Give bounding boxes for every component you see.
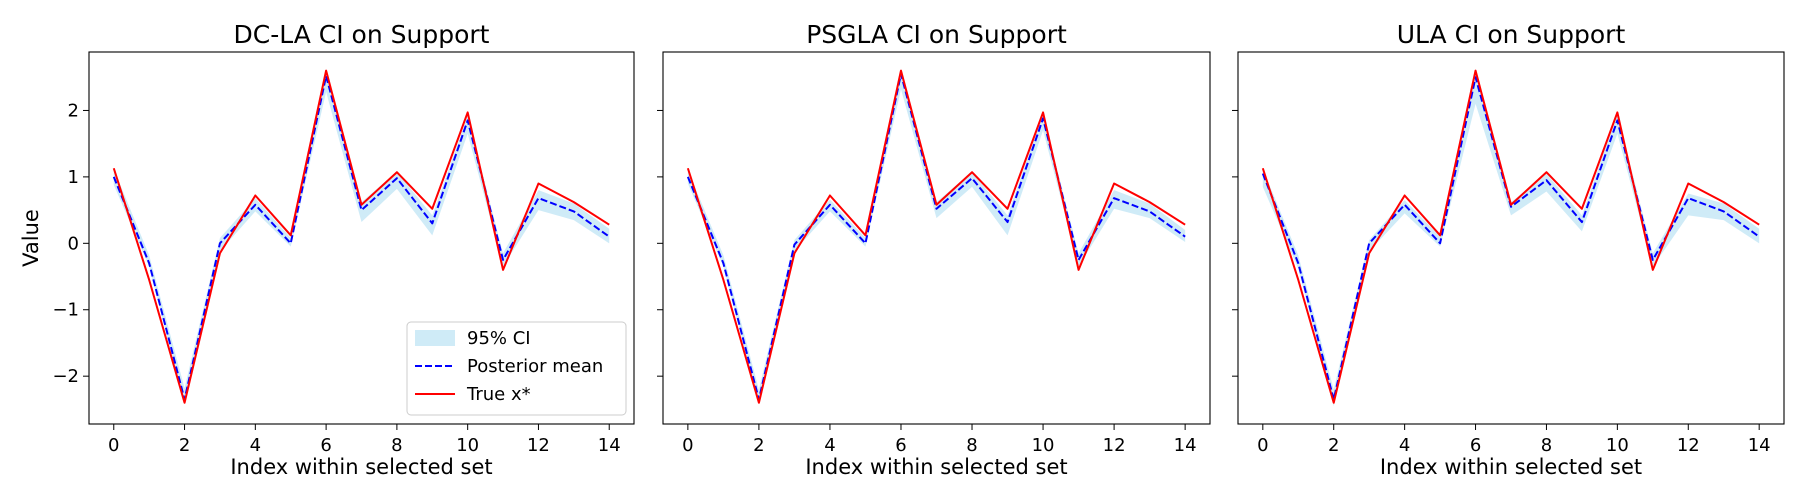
x-tick-label: 10 xyxy=(456,435,479,456)
x-tick-label: 4 xyxy=(824,435,835,456)
ci-band xyxy=(1262,71,1760,407)
axes-frame xyxy=(88,51,635,425)
chart-panel-2: 0 2 4 6 8 10 12 14 PSGLA CI on Support Index with… xyxy=(657,20,1211,479)
legend: 95% CI Posterior mean True x* xyxy=(406,321,627,416)
x-tick-label: 2 xyxy=(179,435,190,456)
chart-title: DC-LA CI on Support xyxy=(234,20,490,49)
legend-label: Posterior mean xyxy=(467,356,603,377)
x-tick-label: 2 xyxy=(753,435,764,456)
chart-panel-3: 0 2 4 6 8 10 12 14 ULA CI on Support Index within… xyxy=(1232,20,1785,479)
x-tick-label: 6 xyxy=(1470,435,1481,456)
chart-title: ULA CI on Support xyxy=(1397,20,1626,49)
x-axis-label: Index within selected set xyxy=(230,455,492,479)
x-tick-label: 8 xyxy=(1541,435,1552,456)
x-tick-label: 10 xyxy=(1032,435,1055,456)
y-tick-label: 0 xyxy=(68,233,79,254)
x-axis-label: Index within selected set xyxy=(1380,455,1642,479)
posterior-mean-line xyxy=(112,74,610,401)
true-x-line xyxy=(1261,69,1760,404)
x-tick-label: 0 xyxy=(682,435,693,456)
axes-frame xyxy=(662,51,1211,425)
legend-box xyxy=(406,321,627,416)
x-tick-label: 8 xyxy=(391,435,402,456)
x-tick-label: 12 xyxy=(527,435,550,456)
x-tick-label: 0 xyxy=(108,435,119,456)
x-tick-label: 4 xyxy=(250,435,261,456)
chart-title: PSGLA CI on Support xyxy=(806,20,1067,49)
y-tick-label: 1 xyxy=(68,167,79,188)
x-tick-label: 10 xyxy=(1606,435,1629,456)
posterior-mean-line xyxy=(686,72,1186,401)
x-tick-label: 6 xyxy=(320,435,331,456)
legend-label: True x* xyxy=(466,384,531,405)
x-tick-label: 14 xyxy=(598,435,621,456)
legend-ci-swatch xyxy=(415,330,455,346)
y-tick-label: −2 xyxy=(52,366,79,387)
y-tick-label: −1 xyxy=(52,300,79,321)
ci-band xyxy=(687,70,1186,405)
y-tick-label: 2 xyxy=(68,100,79,121)
plot-area xyxy=(1261,69,1760,407)
x-tick-label: 6 xyxy=(895,435,906,456)
true-x-line xyxy=(686,69,1186,404)
x-tick-label: 12 xyxy=(1677,435,1700,456)
axes-frame xyxy=(1237,51,1785,425)
plot-area xyxy=(686,69,1186,405)
x-tick-label: 0 xyxy=(1257,435,1268,456)
x-tick-label: 8 xyxy=(966,435,977,456)
posterior-mean-line xyxy=(1261,76,1760,401)
x-tick-label: 14 xyxy=(1748,435,1771,456)
plot-area xyxy=(112,69,610,405)
x-tick-label: 2 xyxy=(1328,435,1339,456)
x-tick-label: 14 xyxy=(1174,435,1197,456)
legend-label: 95% CI xyxy=(467,328,531,349)
y-axis-label: Value xyxy=(19,209,43,267)
x-tick-label: 12 xyxy=(1103,435,1126,456)
x-axis-label: Index within selected set xyxy=(805,455,1067,479)
x-tick-label: 4 xyxy=(1399,435,1410,456)
